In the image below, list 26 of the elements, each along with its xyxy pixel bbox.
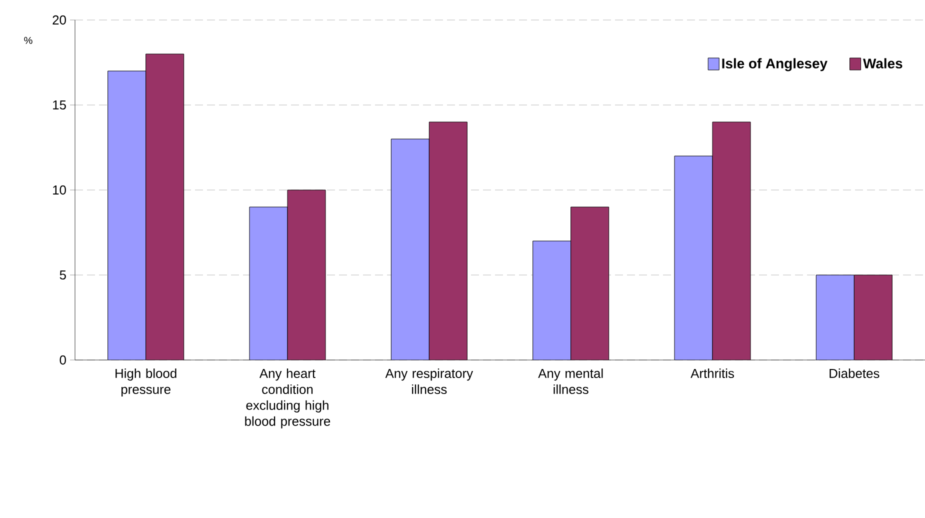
- bar: [570, 206, 609, 360]
- y-tick-label: 15: [53, 100, 66, 110]
- bar: [288, 190, 326, 360]
- x-tick-label: Any heart condition excluding high blood pressure: [245, 368, 330, 428]
- y-tick-label: 0: [60, 355, 66, 365]
- y-tick-label: 10: [53, 185, 66, 195]
- y-tick-label: 20: [52, 15, 66, 25]
- x-tick-label: High blood pressure: [116, 368, 176, 397]
- x-tick-label: Arthritis: [690, 368, 734, 378]
- y-axis-title: %: [24, 36, 32, 44]
- bar: [391, 138, 430, 360]
- bar: [712, 122, 751, 360]
- bar: [816, 274, 854, 360]
- legend-label: Isle of Anglesey: [722, 58, 828, 72]
- bar: [250, 206, 288, 360]
- x-tick-label: Any respiratory illness: [385, 368, 474, 394]
- bar: [429, 122, 468, 360]
- x-tick-label: Any mental illness: [538, 368, 603, 394]
- bar: [532, 240, 571, 360]
- legend-label: Wales: [863, 58, 902, 68]
- y-tick-label: 5: [60, 270, 66, 280]
- bar: [674, 156, 713, 360]
- bar: [854, 274, 892, 360]
- x-tick-label: Diabetes: [830, 368, 880, 378]
- bar: [146, 54, 184, 360]
- bar: [108, 70, 146, 360]
